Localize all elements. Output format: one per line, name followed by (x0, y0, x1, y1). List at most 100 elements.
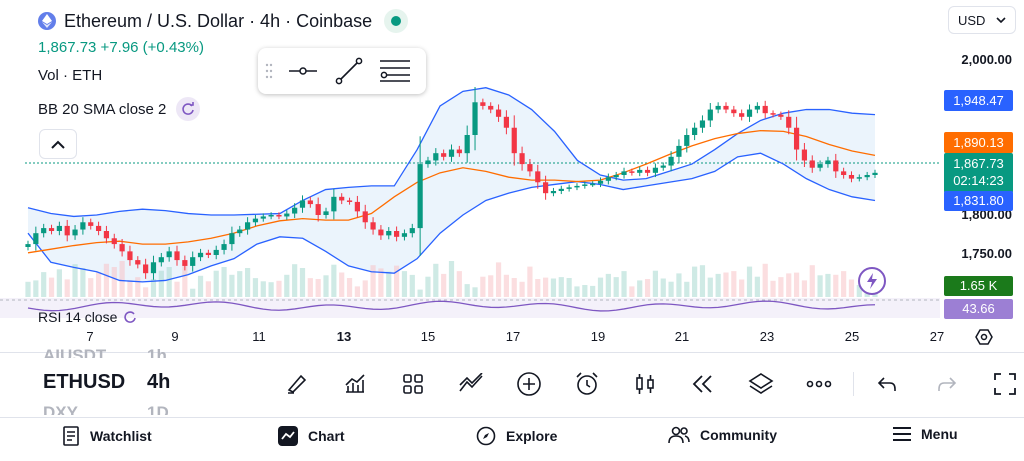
candles-icon[interactable] (630, 369, 660, 399)
candle-body (770, 113, 776, 115)
volume-bar (213, 270, 219, 297)
candle-body (425, 160, 431, 165)
alert-clock-icon[interactable] (572, 369, 602, 399)
refresh-icon[interactable] (176, 97, 201, 121)
horizontal-ray-icon[interactable] (372, 48, 418, 94)
candle-body (535, 171, 541, 183)
candle-body (644, 169, 651, 173)
time-axis-label: 21 (674, 329, 690, 344)
candle-body (48, 228, 55, 231)
candle-body (221, 244, 227, 250)
drawing-toolbar[interactable] (258, 48, 426, 94)
volume-bar (33, 280, 39, 297)
nav-community[interactable]: Community (668, 426, 777, 444)
symbol-picker-current[interactable]: ETHUSD (43, 371, 126, 393)
grip-icon[interactable] (258, 63, 280, 79)
nav-menu[interactable]: Menu (893, 426, 958, 442)
market-status-icon[interactable] (384, 9, 409, 33)
layers-icon[interactable] (746, 369, 776, 399)
draw-pen-icon[interactable] (282, 369, 312, 399)
volume-bar (354, 286, 360, 297)
interval-picker-current[interactable]: 4h (147, 371, 171, 393)
volume-bar (386, 271, 392, 297)
volume-bar (95, 272, 102, 297)
volume-indicator-label[interactable]: Vol · ETH (38, 67, 103, 84)
symbol-picker-next[interactable]: DXY (43, 403, 78, 415)
rsi-line (27, 300, 876, 312)
volume-bar (237, 271, 243, 297)
candle-body (503, 116, 509, 128)
nav-watchlist[interactable]: Watchlist (62, 426, 152, 446)
candle-body (323, 211, 329, 215)
trend-tools-icon[interactable] (456, 369, 486, 399)
nav-chart[interactable]: Chart (278, 426, 345, 446)
candle-body (566, 187, 572, 189)
volume-bar (401, 271, 408, 297)
volume-bar (464, 284, 470, 297)
bollinger-band-lines (27, 87, 876, 283)
nav-menu-label: Menu (921, 426, 958, 442)
volume-bar (495, 262, 502, 297)
volume-bar (550, 278, 557, 297)
currency-select[interactable]: USD (948, 6, 1016, 34)
interval-picker-prev[interactable]: 1h (147, 346, 167, 358)
symbol-picker-prev[interactable]: AIUSDT (43, 346, 107, 358)
layouts-icon[interactable] (398, 369, 428, 399)
volume-bar (511, 278, 517, 297)
candle-body (307, 200, 313, 205)
candle-body (190, 257, 196, 266)
redo-icon[interactable] (932, 369, 962, 399)
replay-icon[interactable] (688, 369, 718, 399)
candle-body (143, 264, 149, 274)
last-price-value: 1,867.73 (953, 156, 1004, 171)
volume-bar (527, 266, 533, 297)
volume-bar (221, 267, 227, 297)
volume-bar (488, 275, 494, 297)
candle-body (119, 244, 125, 252)
undo-icon[interactable] (872, 369, 902, 399)
candle-body (801, 149, 808, 161)
toolbar-divider (853, 372, 854, 396)
horizontal-line-icon[interactable] (280, 48, 326, 94)
volume-bar (441, 273, 447, 297)
chart-legend-title[interactable]: Ethereum / U.S. Dollar · 4h · Coinbase (38, 9, 409, 33)
bb-basis-price-tag: 1,890.13 (944, 132, 1013, 153)
volume-bar (292, 264, 298, 297)
volume-bar (268, 282, 274, 297)
collapse-legend-button[interactable] (39, 129, 77, 159)
candle-body (150, 262, 157, 274)
bollinger-indicator-label[interactable]: BB 20 SMA close 2 (38, 97, 201, 121)
candle-body (731, 109, 737, 114)
candle-body (817, 164, 823, 168)
volume-bar (762, 263, 768, 297)
volume-bar (833, 274, 839, 297)
trend-line-icon[interactable] (326, 48, 372, 94)
more-icon[interactable] (804, 369, 834, 399)
volume-bar (158, 270, 164, 297)
candle-body (95, 225, 102, 231)
settings-hex-icon[interactable] (972, 325, 996, 349)
fullscreen-icon[interactable] (990, 369, 1020, 399)
candle-body (856, 177, 862, 179)
volume-bar (613, 277, 619, 297)
volume-bar (378, 268, 384, 297)
volume-bar (417, 289, 423, 297)
nav-explore[interactable]: Explore (476, 426, 557, 446)
candle-body (841, 171, 847, 175)
volume-bar (841, 271, 847, 297)
rsi-indicator-label[interactable]: RSI 14 close (38, 309, 137, 325)
volume-bar (793, 272, 800, 297)
volume-bar (56, 269, 62, 297)
interval-picker-next[interactable]: 1D (147, 403, 169, 415)
bb-upper-line (27, 87, 876, 218)
nav-watchlist-label: Watchlist (90, 428, 152, 444)
indicators-icon[interactable] (340, 369, 370, 399)
lightning-icon[interactable] (858, 267, 886, 295)
candle-body (637, 169, 643, 173)
candle-body (456, 149, 462, 154)
volume-bar (582, 285, 588, 297)
volume-bar (825, 273, 831, 297)
add-icon[interactable] (514, 369, 544, 399)
volume-bar (644, 279, 651, 297)
